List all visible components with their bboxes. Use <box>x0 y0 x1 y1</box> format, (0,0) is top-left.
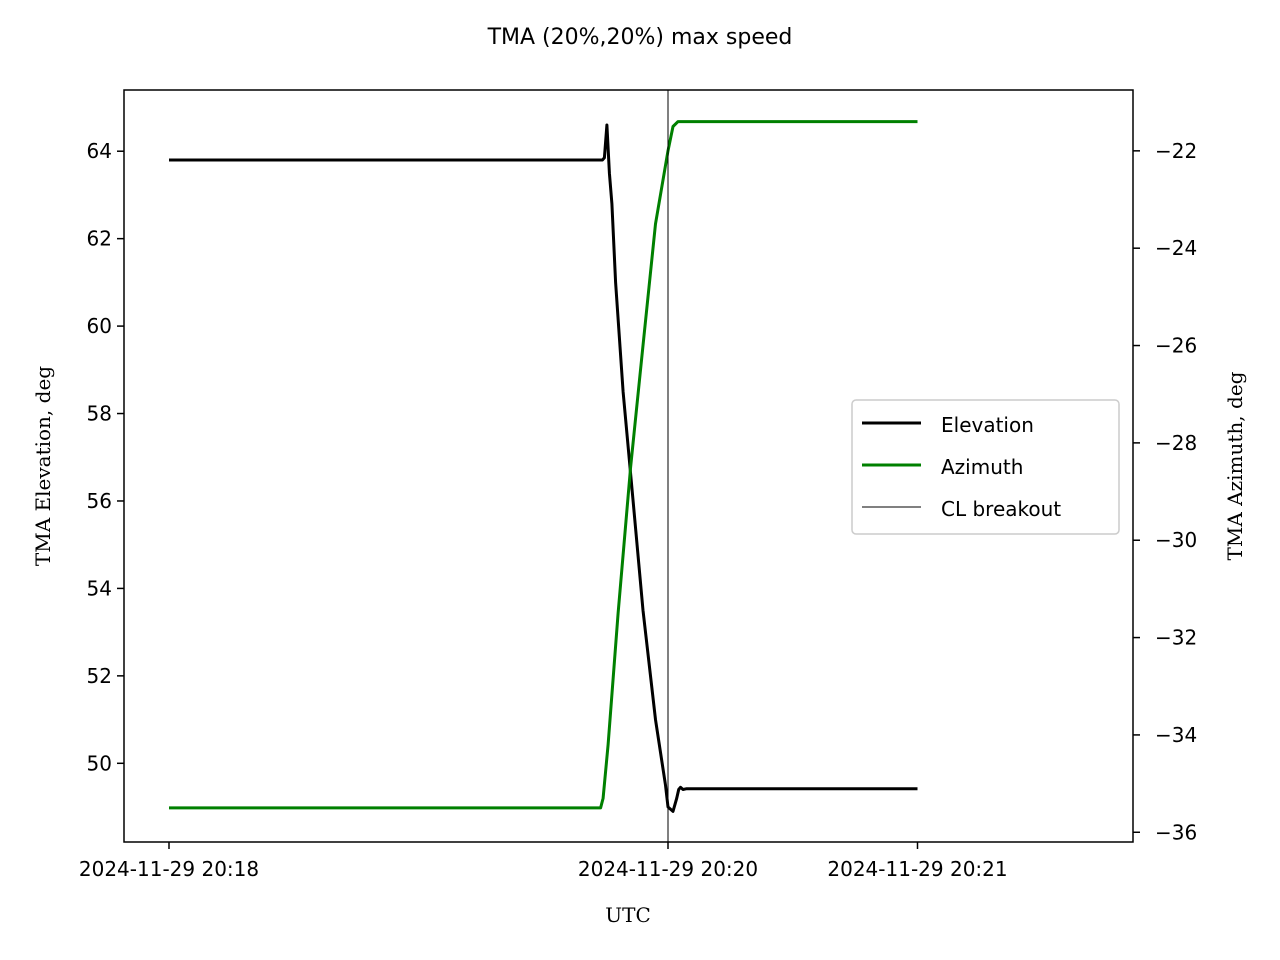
left-y-tick-label: 54 <box>87 576 112 600</box>
right-y-tick-label: −22 <box>1155 139 1197 163</box>
plot-area <box>169 90 918 842</box>
right-y-tick-label: −30 <box>1155 528 1197 552</box>
left-y-axis: 50 52 54 56 58 60 62 64 <box>87 139 124 775</box>
x-axis-label: UTC <box>605 903 651 927</box>
left-y-tick-label: 62 <box>87 227 112 251</box>
left-y-tick-label: 50 <box>87 751 112 775</box>
right-y-tick-label: −34 <box>1155 723 1197 747</box>
left-y-axis-label: TMA Elevation, deg <box>31 366 55 566</box>
x-tick-label: 2024-11-29 20:21 <box>827 857 1007 881</box>
right-y-tick-label: −24 <box>1155 236 1197 260</box>
legend-box <box>851 399 1120 535</box>
legend-azimuth-label: Azimuth <box>941 455 1023 479</box>
left-y-tick-label: 60 <box>87 314 112 338</box>
azimuth-series-line <box>169 120 918 810</box>
right-y-tick-label: −26 <box>1155 334 1197 358</box>
x-tick-label: 2024-11-29 20:20 <box>578 857 758 881</box>
right-y-axis-label: TMA Azimuth, deg <box>1223 371 1247 560</box>
x-axis: 2024-11-29 20:18 2024-11-29 20:20 2024-11-… <box>79 842 1008 881</box>
elevation-series-line <box>169 123 918 813</box>
left-y-tick-label: 64 <box>87 139 112 163</box>
right-y-axis: −36 −34 −32 −30 −28 −26 −24 −22 <box>1133 139 1197 844</box>
legend-cl-breakout-label: CL breakout <box>941 497 1061 521</box>
legend-elevation-label: Elevation <box>941 413 1034 437</box>
left-y-tick-label: 58 <box>87 402 112 426</box>
left-y-tick-label: 56 <box>87 489 112 513</box>
right-y-tick-label: −36 <box>1155 820 1197 844</box>
x-tick-label: 2024-11-29 20:18 <box>79 857 259 881</box>
plot-frame <box>123 89 1134 843</box>
chart-title: TMA (20%,20%) max speed <box>487 25 793 50</box>
right-y-tick-label: −28 <box>1155 431 1197 455</box>
left-y-tick-label: 52 <box>87 664 112 688</box>
legend: Elevation Azimuth CL breakout <box>851 399 1120 535</box>
right-y-tick-label: −32 <box>1155 626 1197 650</box>
